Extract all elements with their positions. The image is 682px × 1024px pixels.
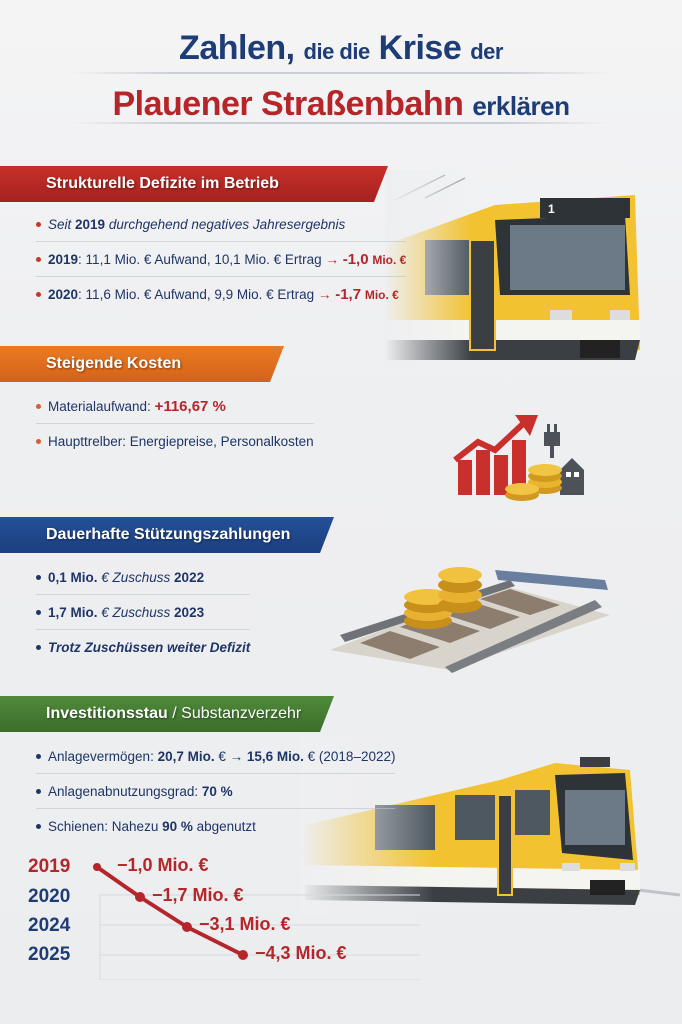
title-word: Plauener Straßenbahn bbox=[112, 85, 464, 123]
section-heading-structural-deficits: Strukturelle Defizite im Betrieb bbox=[0, 166, 388, 202]
yellow-tram-icon: 1 bbox=[385, 170, 675, 370]
bullet-text: Trotz Zuschüssen weiter Defizit bbox=[48, 640, 251, 655]
percentage-value: +116,67 % bbox=[154, 398, 226, 415]
deficit-unit: Mio. € bbox=[372, 253, 407, 267]
list-item: 1,7 Mio. € Zuschuss 2023 bbox=[36, 595, 251, 630]
bullet-text: : 11,1 Mio. € Aufwand, 10,1 Mio. € Ertra… bbox=[78, 252, 322, 267]
section-heading-text: Steigende Kosten bbox=[46, 355, 182, 372]
title-word: der bbox=[470, 39, 503, 64]
bullet-year: 2020 bbox=[48, 287, 79, 302]
rising-costs-list: Materialaufwand: +116,67 % Haupttrelber:… bbox=[36, 389, 314, 459]
bullet-text: abgenutzt bbox=[192, 819, 256, 834]
deficit-unit: Mio. € bbox=[364, 288, 399, 302]
investment-backlog-list: Anlagevermögen: 20,7 Mio. € → 15,6 Mio. … bbox=[36, 739, 396, 844]
bullet-dot-icon bbox=[36, 257, 41, 262]
bullet-text: Anlagenabnutzungsgrad: bbox=[48, 784, 202, 799]
list-item: Schienen: Nahezu 90 % abgenutzt bbox=[36, 809, 395, 844]
deficit-line-chart: 2019 2020 2024 2025 −1,0 Mio. € −1,7 Mio… bbox=[0, 850, 420, 980]
bullet-dot-icon bbox=[36, 575, 41, 580]
arrow-right-icon: → bbox=[317, 287, 332, 302]
arrow-right-icon: → bbox=[325, 252, 339, 267]
percentage-value: 90 % bbox=[162, 819, 193, 834]
chart-value-label: −3,1 Mio. € bbox=[199, 914, 291, 934]
bullet-dot-icon bbox=[36, 222, 41, 227]
bullet-dot-icon bbox=[36, 645, 41, 650]
chart-year-label: 2019 bbox=[28, 856, 71, 877]
asset-value-to: 15,6 Mio. bbox=[243, 749, 304, 764]
list-item: Anlagevermögen: 20,7 Mio. € → 15,6 Mio. … bbox=[36, 739, 396, 774]
bullet-text: € Zuschuss bbox=[97, 570, 175, 585]
bullet-dot-icon bbox=[36, 292, 41, 297]
bullet-dot-icon bbox=[36, 404, 41, 409]
title-word: Krise bbox=[378, 29, 462, 67]
section-heading-rising-costs: Steigende Kosten bbox=[0, 346, 284, 382]
chart-year-label: 2025 bbox=[28, 944, 71, 965]
yellow-tram-icon bbox=[300, 735, 682, 915]
rising-costs-icon bbox=[453, 415, 584, 501]
structural-deficits-list: Seit 2019 durchgehend negatives Jahreser… bbox=[36, 207, 407, 312]
bullet-dot-icon bbox=[36, 439, 41, 444]
bullet-text: Haupttrelber: Energiepreise, Personalkos… bbox=[48, 434, 314, 449]
bullet-text: durchgehend negatives Jahresergebnis bbox=[105, 217, 346, 232]
bullet-text: Materialaufwand: bbox=[48, 399, 155, 414]
bullet-text: Schienen: Nahezu bbox=[48, 819, 163, 834]
section-heading-subtext: / Substanzverzehr bbox=[167, 705, 302, 722]
subsidy-amount: 1,7 Mio. bbox=[48, 605, 98, 620]
title-line-1: Zahlen, die die Krise der bbox=[0, 22, 682, 78]
bullet-dot-icon bbox=[36, 824, 41, 829]
list-item: Seit 2019 durchgehend negatives Jahreser… bbox=[36, 207, 407, 242]
arrow-right-icon: → bbox=[229, 749, 244, 764]
bullet-dot-icon bbox=[36, 754, 41, 759]
list-item: Trotz Zuschüssen weiter Defizit bbox=[36, 630, 250, 665]
subsidy-amount: 0,1 Mio. bbox=[48, 570, 98, 585]
currency-unit: € bbox=[214, 749, 230, 764]
list-item: 2020: 11,6 Mio. € Aufwand, 9,9 Mio. € Er… bbox=[36, 277, 406, 312]
chart-value-label: −1,7 Mio. € bbox=[152, 885, 244, 905]
section-heading-investment-backlog: Investitionsstau / Substanzverzehr bbox=[0, 696, 334, 732]
coins-on-rails-icon bbox=[330, 567, 610, 673]
section-heading-text: Dauerhafte Stützungszahlungen bbox=[46, 526, 291, 543]
title-divider bbox=[70, 122, 610, 124]
bullet-dot-icon bbox=[36, 610, 41, 615]
chart-plot bbox=[93, 863, 420, 980]
bullet-text: Anlagevermögen: bbox=[48, 749, 158, 764]
title-divider bbox=[70, 72, 610, 74]
bullet-year: 2023 bbox=[174, 605, 205, 620]
bullet-year: 2019 bbox=[48, 252, 79, 267]
section-heading-support-payments: Dauerhafte Stützungszahlungen bbox=[0, 517, 334, 553]
bullet-year: 2019 bbox=[75, 217, 106, 232]
page-title: Zahlen, die die Krise der Plauener Straß… bbox=[0, 22, 682, 132]
list-item: Anlagenabnutzungsgrad: 70 % bbox=[36, 774, 396, 809]
support-payments-list: 0,1 Mio. € Zuschuss 2022 1,7 Mio. € Zusc… bbox=[36, 560, 251, 665]
list-item: Materialaufwand: +116,67 % bbox=[36, 389, 314, 424]
bullet-text: : 11,6 Mio. € Aufwand, 9,9 Mio. € Ertrag bbox=[78, 287, 315, 302]
deficit-value: -1,0 bbox=[342, 251, 369, 268]
chart-value-label: −1,0 Mio. € bbox=[117, 855, 209, 875]
bullet-text: Seit bbox=[48, 217, 76, 232]
chart-year-label: 2020 bbox=[28, 886, 71, 907]
bullet-year: 2022 bbox=[174, 570, 205, 585]
list-item: Haupttrelber: Energiepreise, Personalkos… bbox=[36, 424, 314, 459]
percentage-value: 70 % bbox=[201, 784, 233, 799]
list-item: 0,1 Mio. € Zuschuss 2022 bbox=[36, 560, 251, 595]
list-item: 2019: 11,1 Mio. € Aufwand, 10,1 Mio. € E… bbox=[36, 242, 407, 277]
title-line-2: Plauener Straßenbahn erklären bbox=[0, 78, 682, 132]
section-heading-text: Strukturelle Defizite im Betrieb bbox=[46, 175, 279, 192]
title-word: die die bbox=[303, 39, 371, 64]
currency-unit: € (2018–2022) bbox=[303, 749, 396, 764]
title-word: Zahlen, bbox=[179, 29, 295, 67]
deficit-value: -1,7 bbox=[335, 286, 362, 303]
section-heading-text: Investitionsstau bbox=[46, 705, 168, 722]
title-word: erklären bbox=[472, 91, 570, 121]
chart-value-label: −4,3 Mio. € bbox=[255, 943, 347, 963]
chart-year-label: 2024 bbox=[28, 915, 71, 936]
asset-value-from: 20,7 Mio. bbox=[157, 749, 215, 764]
bullet-dot-icon bbox=[36, 789, 41, 794]
bullet-text: € Zuschuss bbox=[97, 605, 175, 620]
